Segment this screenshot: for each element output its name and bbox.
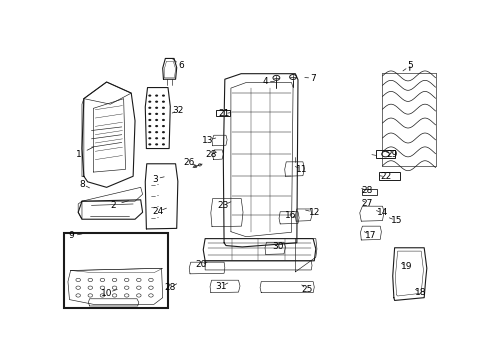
Circle shape — [162, 94, 164, 97]
Circle shape — [162, 125, 164, 127]
Text: 19: 19 — [400, 262, 412, 271]
Text: 2: 2 — [110, 201, 116, 210]
Bar — [376, 150, 394, 158]
Bar — [215, 110, 230, 116]
Text: 25: 25 — [301, 285, 312, 294]
Text: 5: 5 — [406, 62, 412, 71]
Text: 27: 27 — [361, 199, 372, 208]
Text: 22: 22 — [380, 172, 391, 181]
Text: 12: 12 — [308, 208, 319, 217]
Text: 29: 29 — [385, 150, 396, 158]
Circle shape — [148, 100, 151, 103]
Text: 11: 11 — [295, 165, 307, 174]
Text: 18: 18 — [414, 288, 425, 297]
Circle shape — [148, 113, 151, 115]
Bar — [64, 233, 168, 308]
Text: 15: 15 — [390, 216, 402, 225]
Text: 32: 32 — [172, 106, 183, 115]
Text: 17: 17 — [365, 230, 376, 239]
Circle shape — [155, 113, 158, 115]
Text: 3: 3 — [152, 175, 158, 184]
Circle shape — [155, 107, 158, 109]
Circle shape — [162, 119, 164, 121]
Circle shape — [155, 125, 158, 127]
Text: 1: 1 — [76, 150, 82, 158]
Text: 20: 20 — [195, 261, 206, 269]
Text: 8: 8 — [79, 180, 85, 189]
Circle shape — [148, 119, 151, 121]
Circle shape — [155, 131, 158, 133]
Text: 31: 31 — [215, 282, 226, 291]
Circle shape — [155, 119, 158, 121]
Text: 24: 24 — [152, 207, 163, 216]
Circle shape — [162, 137, 164, 139]
Circle shape — [162, 100, 164, 103]
Circle shape — [148, 107, 151, 109]
Circle shape — [148, 94, 151, 97]
Circle shape — [162, 143, 164, 145]
Circle shape — [155, 143, 158, 145]
Bar — [362, 189, 376, 195]
Text: 30: 30 — [272, 242, 283, 251]
Text: 14: 14 — [376, 208, 387, 217]
Circle shape — [155, 94, 158, 97]
Text: 16: 16 — [284, 211, 296, 220]
Circle shape — [148, 143, 151, 145]
Text: 21: 21 — [218, 109, 229, 118]
Text: 28: 28 — [204, 150, 216, 159]
Circle shape — [155, 100, 158, 103]
Circle shape — [155, 137, 158, 139]
Text: 28: 28 — [361, 186, 372, 195]
Circle shape — [162, 107, 164, 109]
Circle shape — [148, 125, 151, 127]
Text: 23: 23 — [217, 201, 228, 210]
Text: 6: 6 — [178, 61, 183, 70]
Text: 28: 28 — [164, 283, 176, 292]
Text: 9: 9 — [69, 231, 75, 240]
Text: 26: 26 — [183, 158, 195, 167]
Circle shape — [148, 137, 151, 139]
Text: 10: 10 — [101, 289, 112, 298]
Text: 7: 7 — [309, 74, 315, 83]
Circle shape — [162, 113, 164, 115]
Circle shape — [148, 131, 151, 133]
Text: 4: 4 — [262, 77, 267, 86]
Circle shape — [162, 131, 164, 133]
Text: 13: 13 — [202, 136, 213, 145]
Bar — [379, 172, 400, 180]
